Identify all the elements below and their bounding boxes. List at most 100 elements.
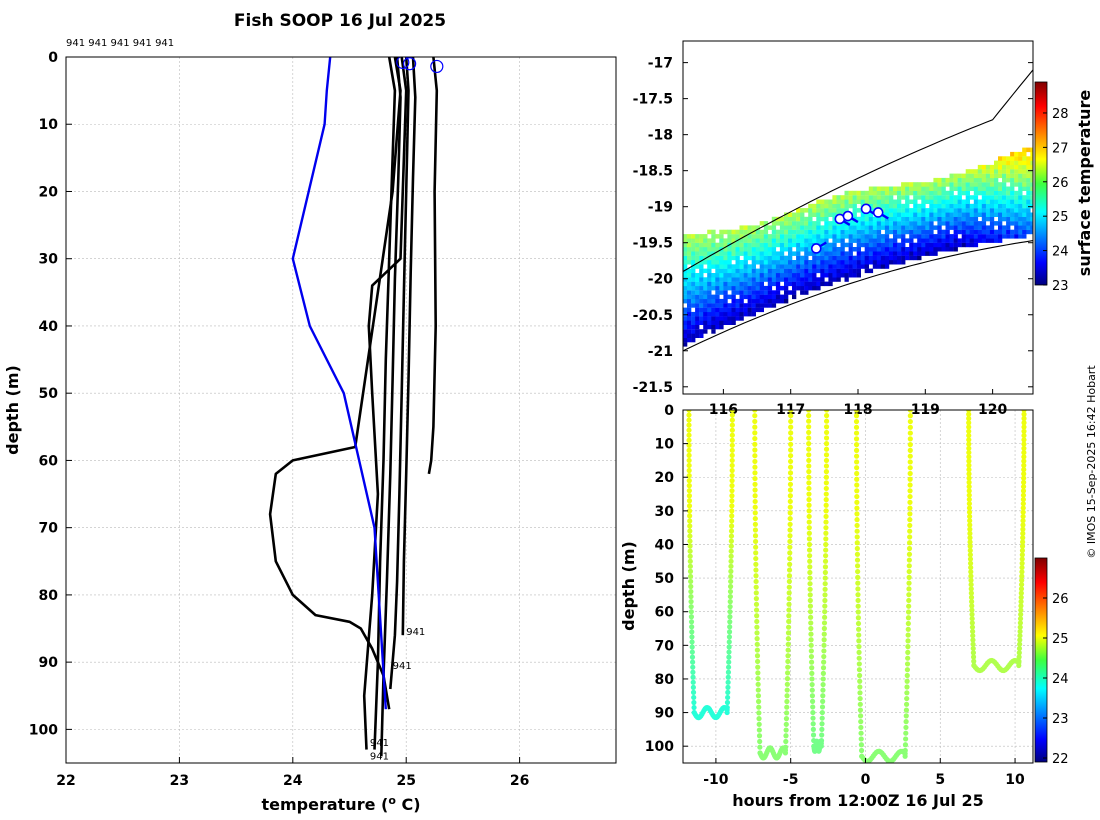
sst-pixel bbox=[824, 199, 829, 204]
section-point-cast-5 bbox=[968, 569, 974, 575]
sst-pixel bbox=[715, 260, 720, 265]
sst-pixel bbox=[735, 316, 740, 321]
sst-pixel bbox=[921, 225, 926, 230]
section-point-cast-4 bbox=[907, 488, 913, 494]
sst-pixel bbox=[893, 238, 898, 243]
section-point-cast-1 bbox=[728, 548, 734, 554]
sst-pixel bbox=[998, 208, 1003, 213]
sst-pixel bbox=[779, 247, 785, 252]
section-y-tick-label: 20 bbox=[655, 470, 675, 486]
map-y-tick-label: -17 bbox=[648, 56, 673, 72]
section-point-cast-3 bbox=[806, 480, 812, 486]
sst-pixel bbox=[731, 320, 736, 325]
sst-pixel bbox=[695, 303, 700, 308]
sst-pixel bbox=[788, 290, 793, 295]
sst-pixel bbox=[824, 255, 829, 261]
sst-pixel bbox=[1010, 212, 1015, 217]
section-point-cast-4 bbox=[906, 592, 912, 598]
sst-pixel bbox=[1006, 234, 1011, 239]
sst-pixel bbox=[945, 208, 950, 213]
sst-pixel bbox=[1018, 221, 1023, 226]
sst-pixel bbox=[719, 264, 724, 269]
sst-pixel bbox=[905, 229, 910, 235]
section-point-cast-1 bbox=[687, 558, 693, 564]
sst-pixel bbox=[755, 260, 760, 265]
section-point-cast-4 bbox=[858, 719, 864, 725]
sst-pixel bbox=[691, 273, 696, 278]
sst-pixel bbox=[695, 311, 700, 317]
sst-pixel bbox=[715, 234, 720, 239]
section-point-cast-1 bbox=[686, 447, 692, 453]
sst-pixel bbox=[775, 298, 781, 304]
sst-pixel bbox=[691, 264, 696, 269]
section-point-cast-1 bbox=[727, 614, 733, 620]
sst-pixel bbox=[981, 208, 987, 213]
section-point-cast-5 bbox=[969, 611, 975, 618]
sst-pixel bbox=[897, 221, 902, 226]
sst-pixel bbox=[788, 238, 793, 243]
sst-pixel bbox=[848, 203, 853, 209]
sst-pixel bbox=[941, 229, 946, 235]
sst-pixel bbox=[917, 186, 922, 191]
sst-pixel bbox=[872, 255, 878, 261]
section-point-cast-3 bbox=[808, 620, 814, 626]
sst-pixel bbox=[1006, 212, 1011, 217]
sst-pixel bbox=[909, 251, 914, 256]
sst-pixel bbox=[759, 294, 764, 300]
sst-pixel bbox=[755, 273, 760, 278]
sst-pixel bbox=[747, 225, 752, 230]
sst-pixel bbox=[695, 242, 700, 248]
sst-pixel bbox=[820, 208, 825, 213]
sst-pixel bbox=[808, 251, 813, 256]
sst-pixel bbox=[937, 199, 942, 204]
sst-pixel bbox=[707, 311, 712, 317]
track-station bbox=[872, 207, 884, 218]
section-point-cast-1 bbox=[728, 533, 735, 539]
sst-pixel bbox=[985, 177, 991, 183]
sst-pixel bbox=[771, 264, 777, 269]
sst-pixel bbox=[727, 316, 732, 321]
sst-pixel bbox=[1026, 177, 1031, 183]
sst-pixel bbox=[711, 277, 716, 282]
sst-pixel bbox=[775, 234, 781, 239]
section-point-cast-1 bbox=[729, 447, 735, 453]
section-point-cast-3 bbox=[823, 536, 829, 542]
section-point-cast-3 bbox=[823, 485, 829, 492]
section-point-cast-1 bbox=[688, 588, 694, 595]
section-point-cast-3 bbox=[823, 452, 830, 458]
sst-pixel bbox=[965, 177, 970, 183]
section-point-cast-4 bbox=[856, 638, 862, 644]
section-point-cast-4 bbox=[904, 661, 911, 667]
section-point-cast-2 bbox=[788, 441, 794, 447]
sst-pixel bbox=[1026, 190, 1031, 196]
sst-pixel bbox=[929, 225, 934, 230]
section-point-cast-5 bbox=[1018, 586, 1025, 592]
sst-pixel bbox=[994, 164, 999, 170]
sst-pixel bbox=[747, 281, 752, 287]
section-point-cast-4 bbox=[857, 695, 863, 702]
sst-pixel bbox=[998, 212, 1003, 217]
sst-pixel bbox=[1030, 169, 1033, 174]
sst-pixel bbox=[921, 242, 926, 248]
section-point-cast-3 bbox=[822, 603, 828, 609]
sst-pixel bbox=[840, 238, 845, 243]
sst-pixel bbox=[771, 251, 777, 256]
sst-pixel bbox=[824, 216, 829, 222]
section-point-cast-1 bbox=[727, 588, 734, 595]
sst-pixel bbox=[876, 238, 882, 243]
sst-pixel bbox=[848, 273, 853, 278]
section-point-cast-5 bbox=[1021, 454, 1027, 460]
sst-pixel bbox=[751, 251, 756, 256]
section-point-cast-2 bbox=[787, 481, 794, 487]
sst-pixel bbox=[775, 255, 781, 261]
sst-pixel bbox=[779, 225, 785, 230]
sst-pixel bbox=[864, 212, 869, 217]
track-station bbox=[810, 243, 822, 254]
sst-pixel bbox=[989, 173, 995, 179]
sst-pixel bbox=[812, 251, 817, 256]
sst-pixel bbox=[889, 229, 894, 235]
section-point-cast-1 bbox=[687, 548, 693, 554]
sst-pixel bbox=[989, 190, 995, 196]
sst-pixel bbox=[751, 277, 756, 282]
section-point-cast-4 bbox=[858, 730, 864, 736]
